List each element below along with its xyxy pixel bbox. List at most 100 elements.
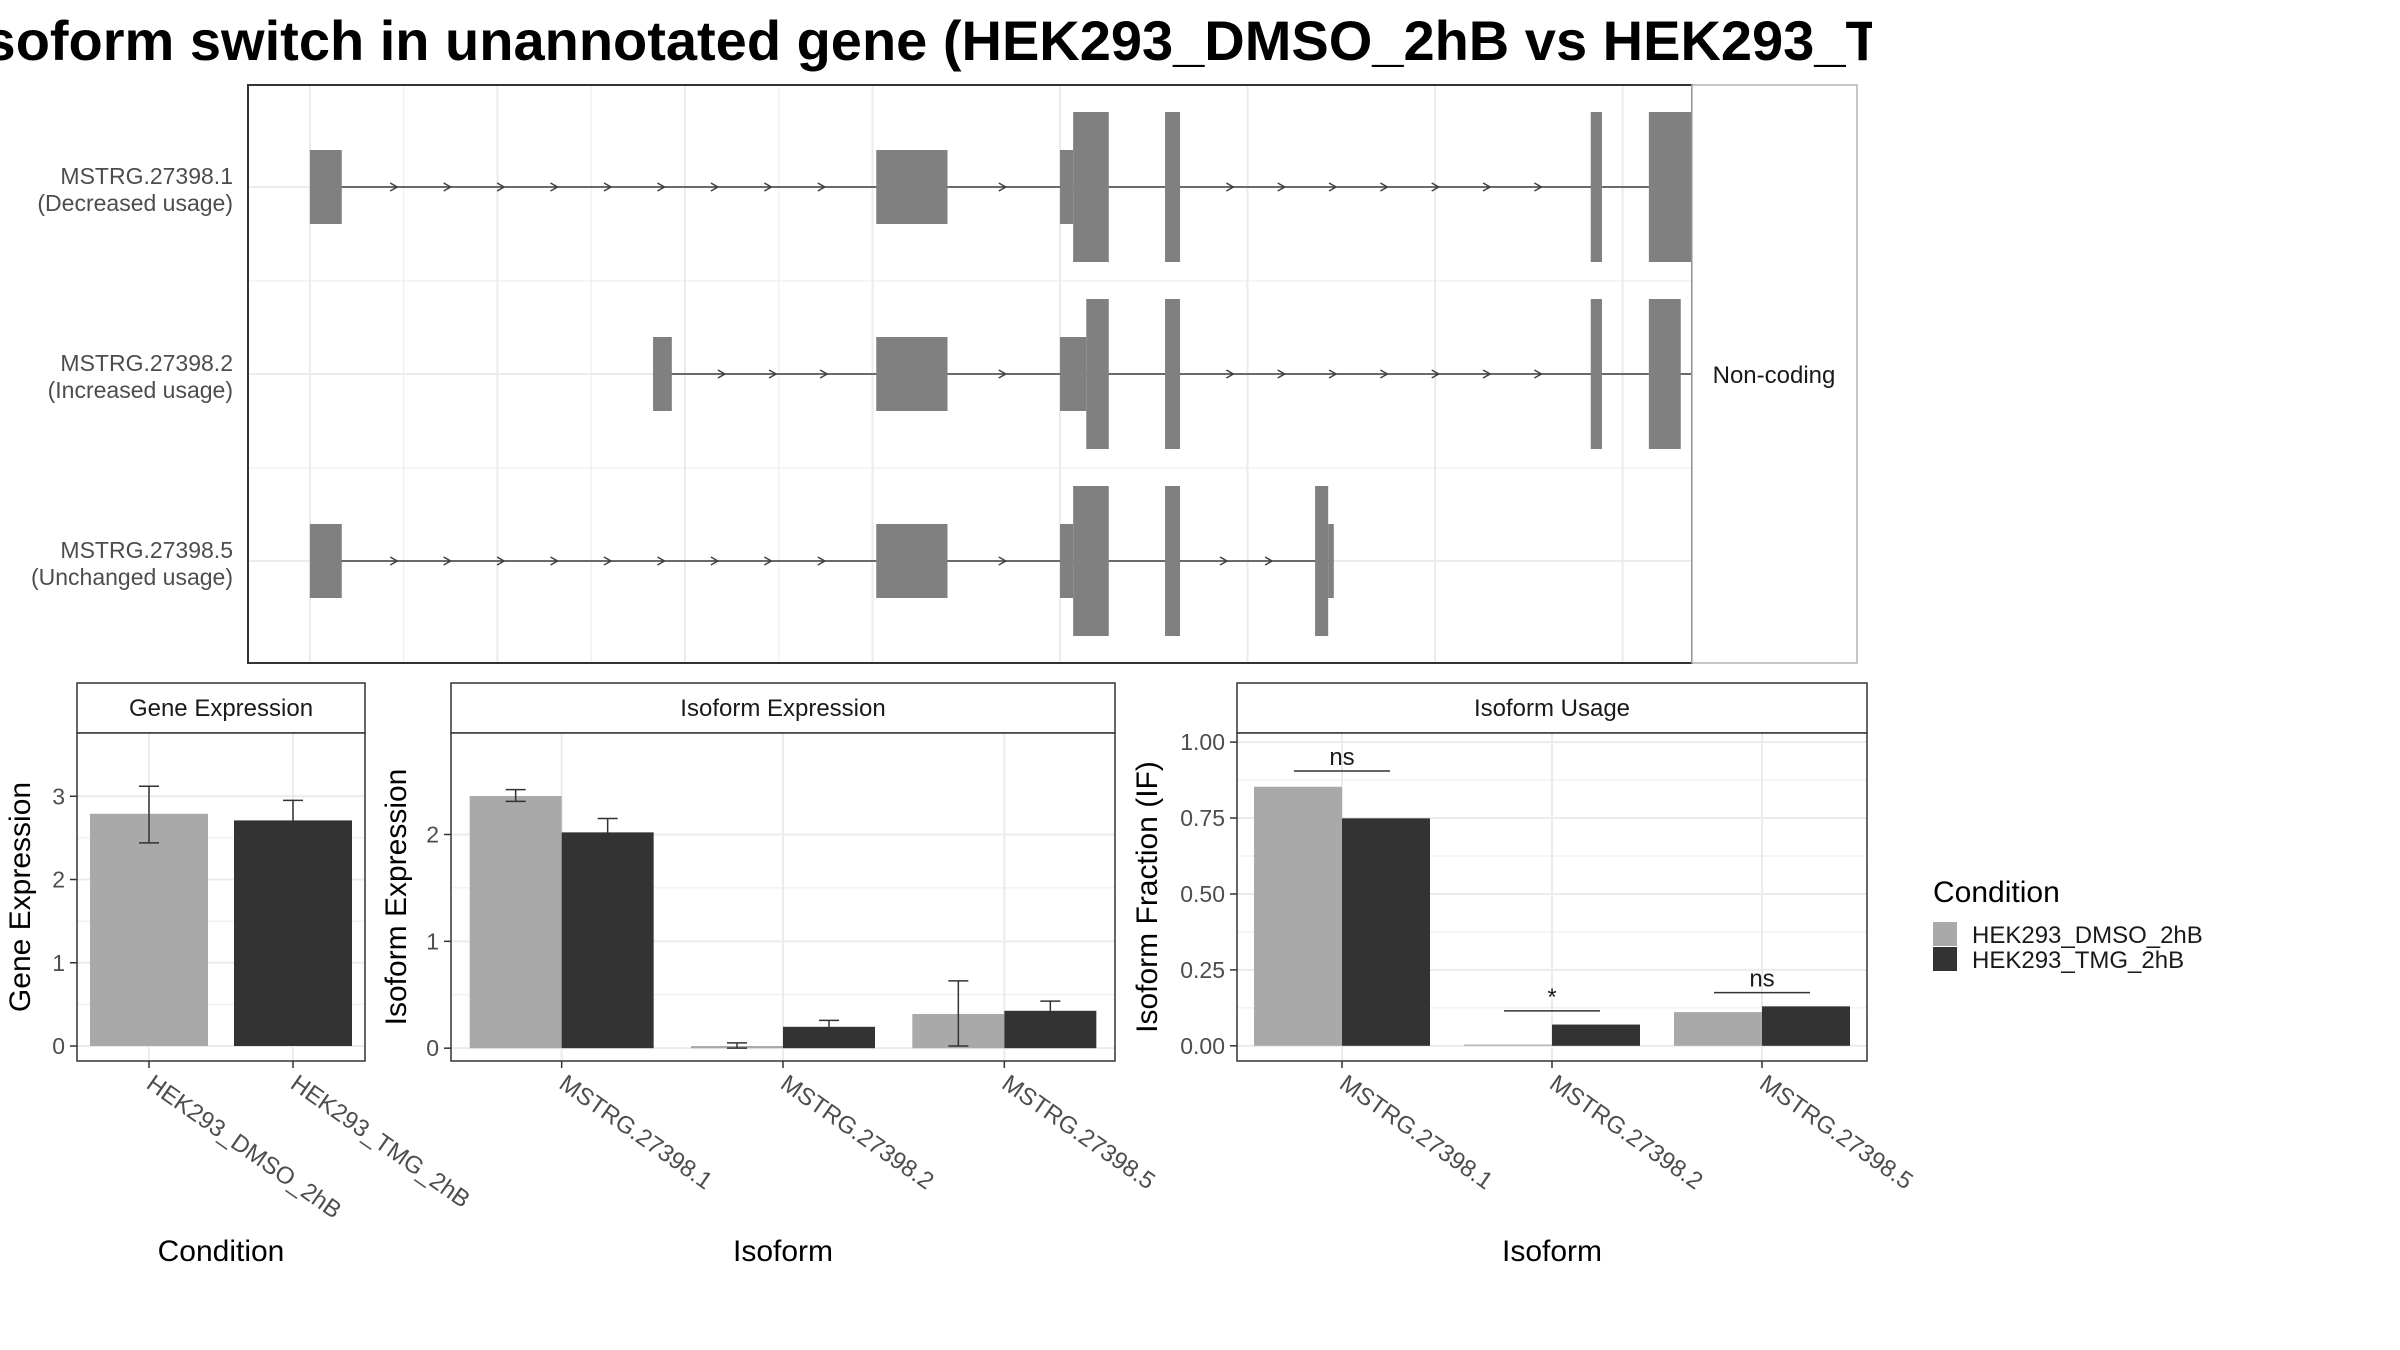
- intron-arrow: [443, 556, 453, 566]
- exon: [876, 337, 948, 411]
- y-tick-label: 2: [52, 867, 65, 893]
- exon: [1315, 486, 1329, 636]
- intron-arrow: [998, 369, 1008, 379]
- isoform-usage-label: (Unchanged usage): [31, 564, 233, 590]
- intron-arrow: [1380, 182, 1389, 192]
- panel-title: Isoform Expression: [680, 695, 885, 722]
- intron-arrow: [710, 182, 720, 192]
- chart-title-container: Isoform switch in unannotated gene (HEK2…: [0, 0, 1872, 84]
- isoform-usage-label: (Decreased usage): [37, 190, 233, 216]
- intron-arrow: [717, 369, 727, 379]
- bar: [561, 832, 654, 1049]
- significance-label: ns: [1749, 966, 1774, 993]
- intron-arrow: [1482, 369, 1492, 379]
- gene-structure-panel: [247, 84, 1858, 664]
- y-tick-label: 2: [426, 821, 439, 847]
- intron-arrow: [657, 182, 666, 192]
- legend-label: HEK293_TMG_2hB: [1972, 947, 2184, 974]
- exon: [1165, 299, 1181, 449]
- intron-arrow: [710, 556, 720, 566]
- panel-strip: [76, 682, 366, 734]
- exon: [1086, 299, 1109, 449]
- y-tick-label: 0: [426, 1035, 439, 1061]
- intron-arrow: [1534, 369, 1543, 379]
- intron-arrow: [768, 369, 778, 379]
- bar: [783, 1026, 875, 1049]
- isoform-track: [309, 486, 1334, 636]
- exon: [309, 524, 342, 598]
- chart-title: Isoform switch in unannotated gene (HEK2…: [0, 9, 1872, 72]
- intron-arrow: [550, 182, 560, 192]
- panel-title: Isoform Usage: [1474, 695, 1630, 722]
- intron-arrow: [1264, 556, 1274, 566]
- x-tick-label: MSTRG.27398.5: [997, 1070, 1160, 1195]
- intron-arrow: [1431, 369, 1441, 379]
- exon: [653, 337, 672, 411]
- bar: [1762, 1006, 1850, 1046]
- y-tick-label: 0.50: [1180, 881, 1225, 907]
- exon: [309, 150, 342, 224]
- intron-arrow: [550, 556, 560, 566]
- intron-arrow: [1328, 369, 1338, 379]
- isoform-id-label: MSTRG.27398.1: [60, 163, 233, 189]
- intron-arrow: [657, 556, 666, 566]
- intron-arrow: [1225, 182, 1235, 192]
- intron-arrow: [1219, 556, 1229, 566]
- intron-arrow: [998, 556, 1008, 566]
- intron-arrow: [389, 556, 399, 566]
- isoform-id-label: MSTRG.27398.5: [60, 537, 233, 563]
- legend-label: HEK293_DMSO_2hB: [1972, 922, 2203, 949]
- legend-swatch: [1933, 947, 1957, 971]
- y-axis-title: Isoform Fraction (IF): [1131, 761, 1164, 1033]
- bar: [1254, 786, 1342, 1046]
- isoform-usage-label: (Increased usage): [48, 377, 233, 403]
- intron-arrow: [1328, 182, 1338, 192]
- exon: [876, 150, 948, 224]
- facet-strip-label: Non-coding: [1713, 362, 1836, 389]
- y-tick-label: 1: [52, 950, 65, 976]
- exon: [1590, 299, 1602, 449]
- significance-label: *: [1547, 984, 1556, 1011]
- bar: [90, 813, 208, 1047]
- x-tick-label: MSTRG.27398.5: [1755, 1070, 1918, 1195]
- y-tick-label: 1.00: [1180, 729, 1225, 755]
- intron-arrow: [1534, 182, 1543, 192]
- y-tick-label: 0.00: [1180, 1033, 1225, 1059]
- intron-arrow: [1431, 182, 1441, 192]
- y-tick-label: 0.25: [1180, 957, 1225, 983]
- intron-arrow: [496, 556, 506, 566]
- legend-title: Condition: [1933, 876, 2060, 909]
- isoform-usage-panel: Isoform Usage ns * ns 0.00 0.25 0.50 0.75 1.00 MS…: [1131, 682, 1918, 1268]
- x-axis-title: Isoform: [1502, 1235, 1602, 1268]
- gene-expression-panel: Gene Expression0123HEK293_DMSO_2hBHEK293…: [4, 682, 475, 1268]
- exon: [1165, 112, 1181, 262]
- y-tick-label: 1: [426, 928, 439, 954]
- significance-label: ns: [1329, 744, 1354, 771]
- intron-arrow: [998, 182, 1008, 192]
- y-tick-label: 0: [52, 1033, 65, 1059]
- x-tick-label: MSTRG.27398.1: [1335, 1070, 1498, 1195]
- panel-title: Gene Expression: [129, 695, 313, 722]
- bar: [234, 820, 352, 1047]
- facet-strip: [1691, 84, 1858, 664]
- x-axis-title: Condition: [158, 1235, 285, 1268]
- exon: [1073, 486, 1109, 636]
- bar: [1464, 1044, 1552, 1046]
- exon: [1060, 150, 1074, 224]
- intron-arrow: [1277, 369, 1287, 379]
- x-tick-label: MSTRG.27398.1: [554, 1070, 717, 1195]
- exon: [876, 524, 948, 598]
- isoform-id-label: MSTRG.27398.2: [60, 350, 233, 376]
- exon: [1328, 524, 1334, 598]
- intron-arrow: [1225, 369, 1235, 379]
- isoform-expression-panel: Isoform Expression 0 1 2 MSTRG.27398.1 MSTRG.…: [380, 682, 1160, 1268]
- exon: [1648, 299, 1681, 449]
- legend-swatch: [1933, 922, 1957, 946]
- exon: [1165, 486, 1181, 636]
- exon: [1060, 524, 1074, 598]
- intron-arrow: [389, 182, 399, 192]
- intron-arrow: [819, 369, 829, 379]
- y-tick-label: 3: [52, 783, 65, 809]
